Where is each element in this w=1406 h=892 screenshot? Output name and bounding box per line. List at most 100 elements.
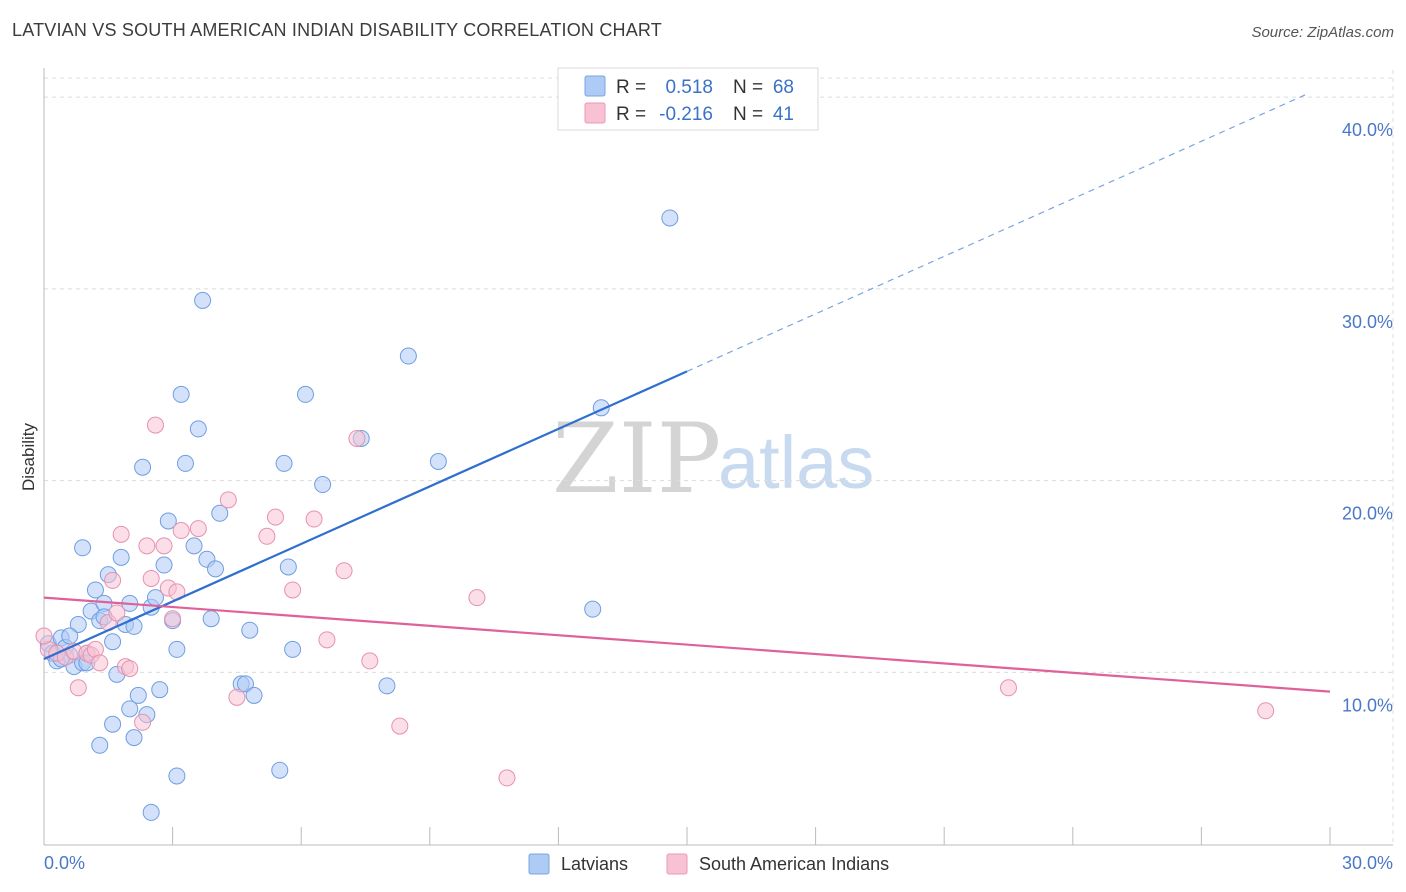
- south-american-indians-point: [91, 654, 109, 672]
- latvians-point: [69, 615, 87, 633]
- source-label: Source: ZipAtlas.com: [1251, 24, 1394, 41]
- stats-legend: R = 0.518 N = 68 R = -0.216 N = 41: [557, 67, 819, 131]
- latvians-point: [151, 681, 169, 699]
- legend-n-value-south-american-indians: 41: [773, 104, 794, 125]
- watermark-zip: ZIP: [552, 403, 721, 515]
- south-american-indians-point: [361, 652, 379, 670]
- y-axis-label: Disability: [19, 422, 38, 491]
- legend-n-label-south-american-indians: N =: [733, 104, 763, 125]
- south-american-indians-point: [142, 569, 160, 587]
- south-american-indians-point: [172, 522, 190, 540]
- south-american-indians-point: [318, 631, 336, 649]
- latvians-point: [121, 700, 139, 718]
- series-legend: Latvians South American Indians: [528, 853, 889, 875]
- latvians-trend-line: [43, 370, 688, 661]
- latvians-point: [399, 347, 417, 365]
- axes: 10.0% 20.0% 30.0% 40.0%: [43, 68, 1393, 846]
- legend-swatch-latvians: [584, 75, 606, 97]
- latvians-point: [168, 767, 186, 785]
- south-american-indians-point: [348, 429, 366, 447]
- south-american-indians-point: [258, 527, 276, 545]
- latvians-point: [159, 512, 177, 530]
- south-american-indians-point: [219, 491, 237, 509]
- y-tick-label: 20.0%: [1342, 504, 1393, 524]
- latvians-trend-extension: [686, 92, 1309, 372]
- latvians-point: [378, 677, 396, 695]
- y-tick-label: 40.0%: [1342, 120, 1393, 140]
- south-american-indians-point: [189, 520, 207, 538]
- latvians-point: [296, 385, 314, 403]
- south-american-indians-point: [391, 717, 409, 735]
- latvians-point: [112, 548, 130, 566]
- y-tick-label: 10.0%: [1342, 695, 1393, 715]
- south-american-indians-point: [335, 562, 353, 580]
- latvians-point: [185, 537, 203, 555]
- latvians-point: [211, 504, 229, 522]
- south-american-indians-point: [1257, 702, 1275, 720]
- latvians-point: [236, 675, 254, 693]
- south-american-indians-point: [468, 589, 486, 607]
- legend-r-value-south-american-indians: -0.216: [659, 104, 713, 125]
- latvians-point: [104, 715, 122, 733]
- latvians-point: [189, 420, 207, 438]
- south-american-indians-point: [138, 537, 156, 555]
- watermark-atlas: atlas: [718, 421, 874, 504]
- latvians-point: [86, 581, 104, 599]
- latvians-point: [129, 686, 147, 704]
- latvians-point: [284, 640, 302, 658]
- legend-r-label-south-american-indians: R =: [616, 104, 646, 125]
- bottom-legend-swatch-south-american-indians: [666, 853, 688, 875]
- bottom-legend-swatch-latvians: [528, 853, 550, 875]
- legend-swatch-south-american-indians: [584, 102, 606, 124]
- latvians-point: [584, 600, 602, 618]
- south-american-indians-point: [305, 510, 323, 528]
- x-tick-label-min: 0.0%: [44, 853, 85, 873]
- south-american-indians-point: [112, 525, 130, 543]
- south-american-indians-point: [164, 610, 182, 628]
- legend-r-value-latvians: 0.518: [665, 77, 713, 98]
- latvians-point: [142, 803, 160, 821]
- trend-lines: [43, 92, 1331, 693]
- bottom-legend-label-south-american-indians: South American Indians: [699, 854, 889, 874]
- legend-n-value-latvians: 68: [773, 77, 794, 98]
- latvians-point: [314, 476, 332, 494]
- latvians-point: [202, 610, 220, 628]
- latvians-point: [275, 454, 293, 472]
- south-american-indians-point: [1000, 679, 1017, 697]
- south-american-indians-point: [498, 769, 516, 787]
- latvians-point: [134, 458, 152, 476]
- south-american-indians-point: [284, 581, 302, 599]
- south-american-indians-point: [121, 660, 139, 678]
- latvians-point: [661, 209, 679, 227]
- south-american-indians-point: [104, 571, 122, 589]
- latvians-point: [104, 633, 122, 651]
- latvians-point: [168, 640, 186, 658]
- south-american-indians-point: [146, 416, 164, 434]
- latvians-point: [245, 686, 263, 704]
- south-american-indians-point: [35, 627, 53, 645]
- latvians-point: [125, 729, 143, 747]
- latvians-point: [429, 453, 447, 470]
- south-american-indians-point: [266, 508, 284, 526]
- south-american-indians-point: [155, 537, 173, 555]
- latvians-point: [91, 736, 109, 754]
- latvians-point: [206, 560, 224, 578]
- south-american-indians-point: [228, 688, 246, 706]
- latvians-point: [194, 291, 212, 309]
- south-american-indians-point: [69, 679, 87, 697]
- data-points: [35, 209, 1275, 821]
- south-american-indians-trend-line: [43, 596, 1331, 693]
- latvians-point: [74, 539, 92, 557]
- south-american-indians-point: [134, 713, 152, 731]
- x-tick-label-max: 30.0%: [1342, 853, 1393, 873]
- latvians-point: [155, 556, 173, 574]
- legend-r-label-latvians: R =: [616, 77, 646, 98]
- latvians-point: [176, 454, 194, 472]
- legend-n-label-latvians: N =: [733, 77, 763, 98]
- chart-title: LATVIAN VS SOUTH AMERICAN INDIAN DISABIL…: [12, 20, 662, 40]
- latvians-point: [279, 558, 297, 576]
- latvians-point: [172, 385, 190, 403]
- bottom-legend-label-latvians: Latvians: [561, 854, 628, 874]
- latvians-point: [61, 627, 79, 645]
